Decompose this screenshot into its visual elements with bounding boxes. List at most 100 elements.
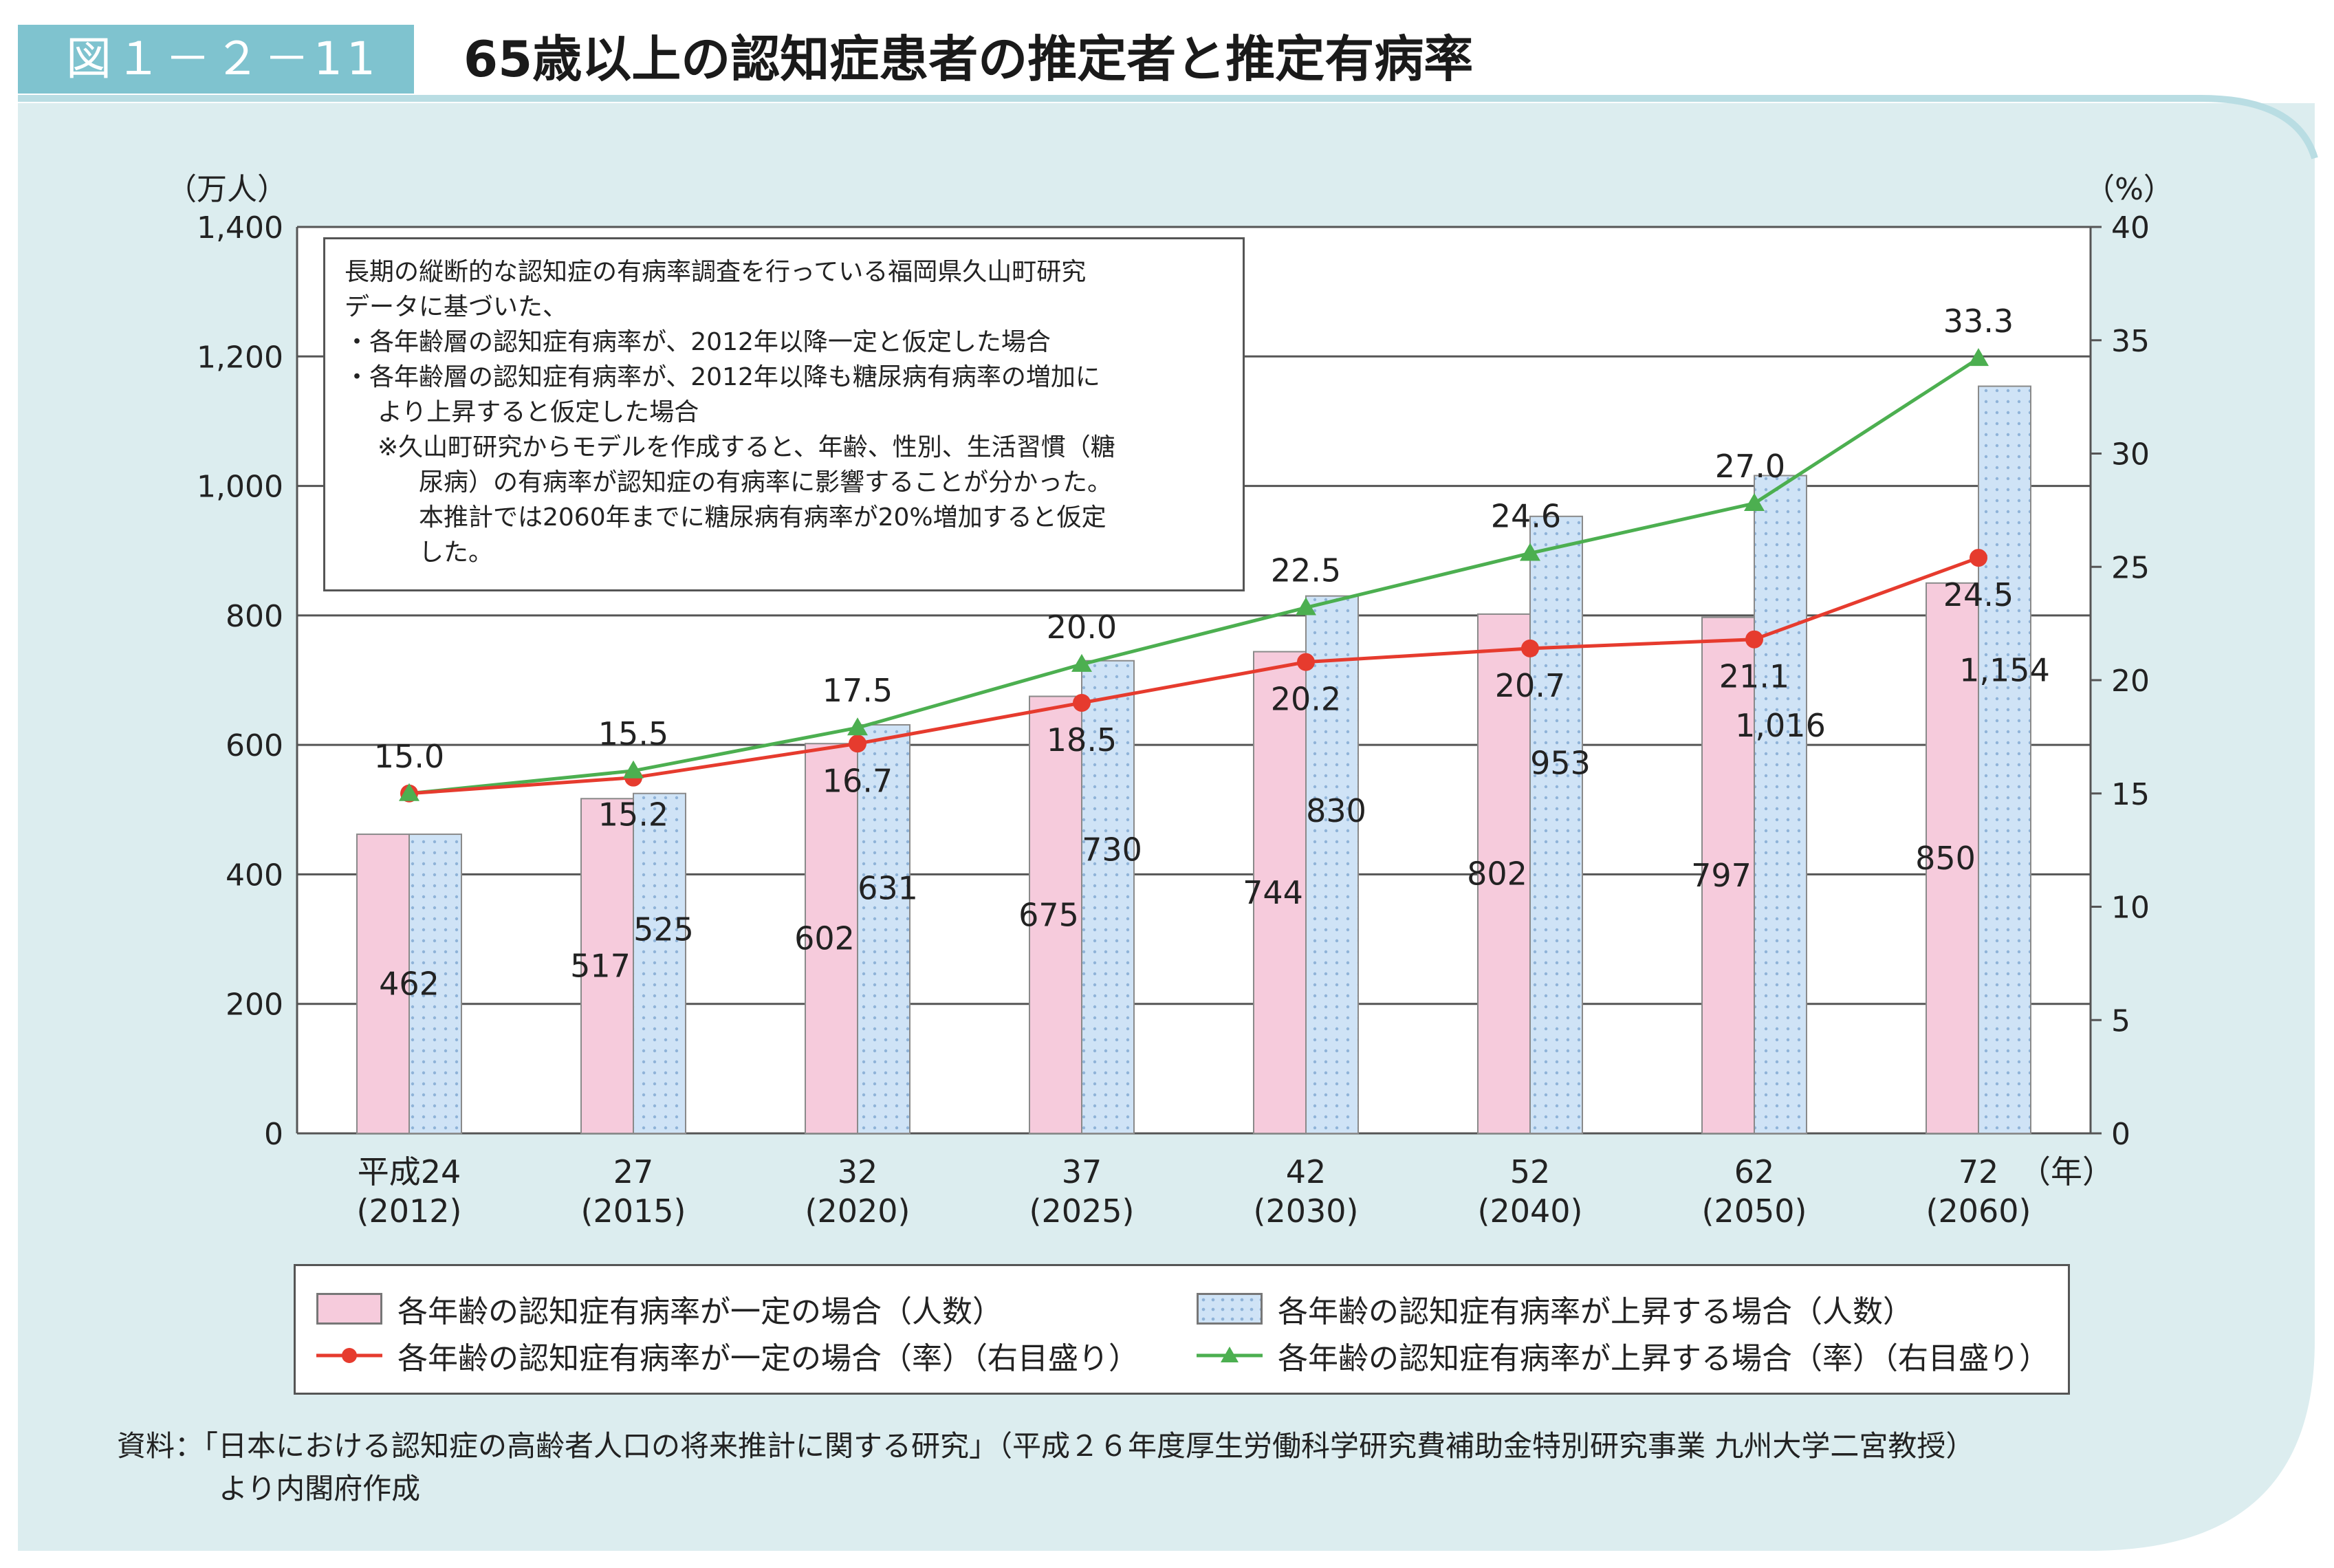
note-line: 長期の縦断的な認知症の有病率調査を行っている福岡県久山町研究 [345, 258, 1087, 286]
x-tick-label: 42 [1286, 1153, 1327, 1190]
y-left-tick-label: 1,200 [197, 340, 283, 375]
y-left-tick-label: 800 [226, 599, 283, 634]
y-right-tick-label: 0 [2111, 1117, 2130, 1152]
x-tick-label: (2040) [1478, 1193, 1583, 1230]
bar-rising [1529, 515, 1583, 1134]
line-rising [408, 357, 1980, 796]
line-rising-value-label: 27.0 [1715, 448, 1785, 485]
y-right-tick-label: 15 [2111, 777, 2150, 812]
bar-constant-value-label: 462 [379, 966, 439, 1003]
legend-item-line-rising: 各年齢の認知症有病率が上昇する場合（率）（右目盛り） [1197, 1335, 2049, 1376]
bar-rising-value-label: 830 [1306, 792, 1366, 829]
note-line: 本推計では2060年までに糖尿病有病率が20%増加すると仮定 [419, 503, 1106, 532]
bar-constant [580, 798, 634, 1134]
y-right-tick-label: 40 [2111, 210, 2150, 246]
y-left-tick-label: 400 [226, 858, 283, 893]
line-constant-value-label: 15.2 [598, 796, 668, 834]
bar-rising-value-label: 1,154 [1959, 651, 2050, 688]
legend-item-bar-rising: 各年齢の認知症有病率が上昇する場合（人数） [1197, 1288, 1913, 1329]
line-rising-marker [399, 783, 419, 801]
line-constant-marker [1745, 630, 1763, 649]
y-right-tick-label: 30 [2111, 437, 2150, 472]
bar-constant [805, 743, 858, 1134]
y-right-tick-label: 35 [2111, 324, 2150, 359]
note-line: した。 [419, 538, 494, 567]
y-right-unit-label: （%） [2084, 172, 2174, 207]
line-rising-marker [1071, 653, 1092, 672]
y-right-tick-label: 10 [2111, 891, 2150, 926]
line-rising-marker [1520, 543, 1540, 561]
bar-rising [633, 792, 686, 1134]
bar-constant-value-label: 797 [1691, 857, 1752, 894]
line-rising-marker [1968, 348, 1989, 367]
legend-swatch-blue [1197, 1293, 1263, 1325]
x-tick-label: 27 [613, 1153, 654, 1190]
line-rising-marker [847, 717, 868, 736]
x-tick-label: 平成24 [358, 1153, 461, 1190]
line-rising-value-label: 17.5 [822, 672, 893, 709]
bar-constant-value-label: 744 [1243, 874, 1303, 911]
line-rising-marker [1296, 597, 1316, 616]
bar-rising-value-label: 631 [858, 870, 918, 907]
source-line: より内閣府作成 [219, 1472, 421, 1505]
x-tick-label: (2012) [357, 1193, 462, 1230]
line-constant [408, 556, 1979, 796]
bar-constant [1477, 613, 1531, 1134]
legend-line-green-icon [1197, 1347, 1263, 1362]
line-constant-marker [1970, 549, 1987, 567]
y-left-tick-label: 1,400 [197, 210, 283, 246]
note-line: データに基づいた、 [345, 293, 568, 321]
y-left-unit-label: （万人） [166, 172, 287, 207]
bar-rising [1305, 595, 1359, 1134]
line-constant-marker [849, 734, 866, 753]
source-line: 資料：「日本における認知症の高齢者人口の将来推計に関する研究」（平成２６年度厚生… [117, 1429, 1975, 1463]
x-unit-label: （年） [2019, 1153, 2114, 1190]
bar-constant [1701, 616, 1755, 1134]
figure-number: 図１－２－11 [18, 25, 414, 94]
note-line: ・各年齢層の認知症有病率が、2012年以降一定と仮定した場合 [345, 328, 1051, 356]
legend-item-bar-constant: 各年齢の認知症有病率が一定の場合（人数） [316, 1288, 1003, 1329]
bar-rising [1978, 385, 2031, 1134]
line-rising-value-label: 15.5 [598, 715, 668, 752]
line-rising-value-label: 15.0 [374, 738, 444, 775]
y-right-tick-label: 5 [2111, 1003, 2130, 1038]
bar-constant-value-label: 602 [794, 920, 855, 957]
x-tick-label: (2015) [581, 1193, 686, 1230]
note-line: ・各年齢層の認知症有病率が、2012年以降も糖尿病有病率の増加に [345, 363, 1100, 391]
y-left-tick-label: 0 [264, 1117, 283, 1152]
x-tick-label: 32 [838, 1153, 878, 1190]
bar-rising [1081, 660, 1135, 1134]
line-constant-value-label: 20.7 [1495, 667, 1565, 704]
bar-constant-value-label: 850 [1915, 840, 1976, 877]
line-constant-value-label: 18.5 [1047, 721, 1117, 759]
y-right-tick-label: 20 [2111, 664, 2150, 699]
bar-constant [1253, 651, 1307, 1134]
bar-constant-value-label: 675 [1018, 896, 1079, 933]
x-tick-label: 37 [1062, 1153, 1102, 1190]
line-constant-value-label: 20.2 [1271, 681, 1341, 718]
bar-rising [1754, 475, 1807, 1134]
x-tick-label: 52 [1510, 1153, 1551, 1190]
legend-label: 各年齢の認知症有病率が上昇する場合（率）（右目盛り） [1278, 1341, 2049, 1376]
x-tick-label: 62 [1734, 1153, 1775, 1190]
bar-rising-value-label: 730 [1082, 831, 1142, 869]
line-rising-value-label: 33.3 [1943, 303, 2014, 340]
x-tick-label: 72 [1959, 1153, 1999, 1190]
y-left-tick-label: 600 [226, 728, 283, 763]
note-line: 尿病）の有病率が認知症の有病率に影響することが分かった。 [419, 468, 1113, 497]
line-rising-value-label: 24.6 [1491, 497, 1561, 534]
bar-rising-value-label: 525 [633, 911, 694, 948]
line-constant-marker [1073, 693, 1091, 712]
title-underline [18, 95, 2318, 160]
legend-line-red-icon [316, 1348, 382, 1363]
y-left-tick-label: 200 [226, 988, 283, 1023]
note-line: ※久山町研究からモデルを作成すると、年齢、性別、生活習慣（糖 [378, 433, 1115, 461]
legend-swatch-pink [316, 1293, 382, 1325]
legend: 各年齢の認知症有病率が一定の場合（人数） 各年齢の認知症有病率が上昇する場合（人… [294, 1264, 2070, 1395]
x-tick-label: (2020) [805, 1193, 910, 1230]
x-tick-label: (2050) [1702, 1193, 1807, 1230]
line-constant-value-label: 21.1 [1719, 658, 1789, 695]
bar-rising [408, 834, 462, 1135]
bar-constant [356, 834, 410, 1135]
legend-label: 各年齢の認知症有病率が一定の場合（率）（右目盛り） [397, 1341, 1139, 1376]
